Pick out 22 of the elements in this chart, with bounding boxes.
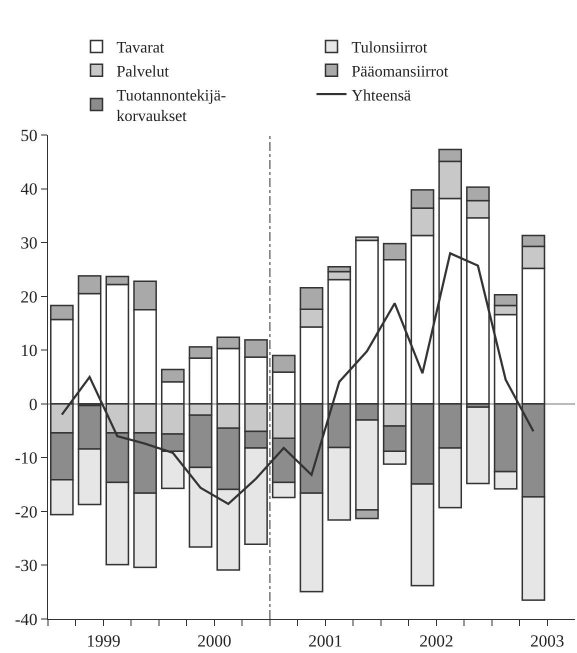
legend-label: Tuotannontekijä- korvaukset — [116, 87, 226, 126]
y-tick-label: 50 — [20, 126, 38, 145]
x-tick-label: 2000 — [197, 632, 232, 650]
y-tick-label: -10 — [14, 448, 38, 468]
y-tick-label: -40 — [14, 610, 38, 629]
y-tick-label: -20 — [14, 502, 38, 522]
y-tick-label: 40 — [20, 180, 38, 199]
x-tick-label: 1999 — [86, 632, 120, 650]
x-tick-label: 2001 — [308, 632, 342, 650]
legend-label: Pääomansiirrot — [352, 64, 449, 81]
bar — [466, 406, 490, 484]
y-tick-label: 20 — [20, 287, 38, 306]
x-tick-label: 2003 — [530, 632, 564, 650]
y-tick-label: 0 — [29, 394, 38, 414]
x-tick-label: 2002 — [419, 632, 454, 650]
legend-label: Yhteensä — [352, 87, 412, 104]
y-tick-label: 30 — [20, 234, 38, 253]
y-tick-label: -30 — [14, 556, 38, 576]
legend-label: Palvelut — [116, 64, 170, 81]
y-tick-label: 10 — [20, 341, 38, 360]
legend-label: Tavarat — [116, 40, 165, 57]
legend-label: Tulonsiirrot — [352, 40, 428, 57]
